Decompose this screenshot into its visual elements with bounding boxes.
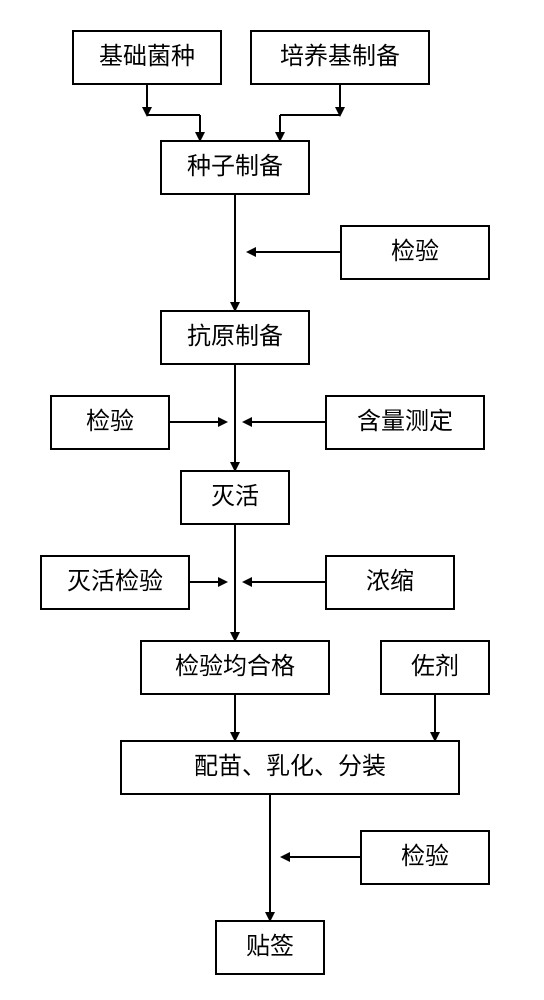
flow-node-label: 种子制备 bbox=[187, 154, 283, 180]
flow-node-n5: 抗原制备 bbox=[160, 310, 310, 365]
flow-node-label: 培养基制备 bbox=[280, 44, 400, 70]
flow-node-label: 检验 bbox=[86, 409, 134, 435]
flow-node-label: 灭活 bbox=[211, 484, 259, 510]
flow-node-label: 检验均合格 bbox=[175, 654, 295, 680]
flow-node-n9: 灭活检验 bbox=[40, 555, 190, 610]
flow-node-n13: 配苗、乳化、分装 bbox=[120, 740, 460, 795]
flow-node-label: 浓缩 bbox=[366, 569, 414, 595]
flow-node-n7: 含量测定 bbox=[325, 395, 485, 450]
flow-node-n1: 基础菌种 bbox=[72, 30, 222, 85]
flow-node-n10: 浓缩 bbox=[325, 555, 455, 610]
flow-node-n3: 种子制备 bbox=[160, 140, 310, 195]
flow-node-n12: 佐剂 bbox=[380, 640, 490, 695]
flow-node-n4: 检验 bbox=[340, 225, 490, 280]
flow-node-n14: 检验 bbox=[360, 830, 490, 885]
flow-node-n11: 检验均合格 bbox=[140, 640, 330, 695]
flow-node-label: 灭活检验 bbox=[67, 569, 163, 595]
flow-node-label: 检验 bbox=[401, 844, 449, 870]
flow-node-label: 含量测定 bbox=[357, 409, 453, 435]
flow-node-n2: 培养基制备 bbox=[250, 30, 430, 85]
flow-node-label: 佐剂 bbox=[411, 654, 459, 680]
flow-node-n15: 贴签 bbox=[215, 920, 325, 975]
flow-node-label: 贴签 bbox=[246, 934, 294, 960]
flow-node-label: 检验 bbox=[391, 239, 439, 265]
flow-node-n8: 灭活 bbox=[180, 470, 290, 525]
flow-node-label: 抗原制备 bbox=[187, 324, 283, 350]
flow-node-label: 基础菌种 bbox=[99, 44, 195, 70]
flow-node-n6: 检验 bbox=[50, 395, 170, 450]
flow-node-label: 配苗、乳化、分装 bbox=[194, 754, 386, 780]
